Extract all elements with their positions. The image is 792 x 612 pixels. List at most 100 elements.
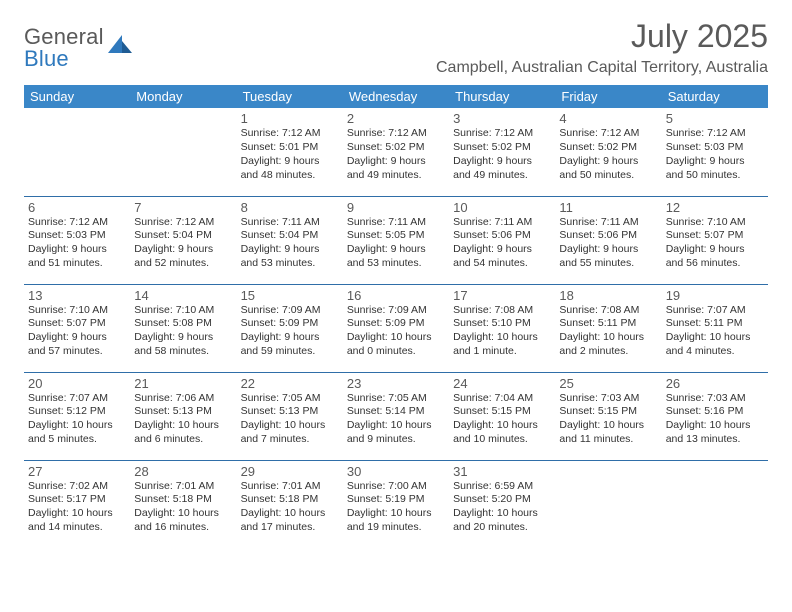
daylight-text-1: Daylight: 10 hours [453, 507, 551, 521]
daylight-text-2: and 2 minutes. [559, 345, 657, 359]
logo-text-block: General Blue [24, 24, 104, 72]
day-details: Sunrise: 7:04 AMSunset: 5:15 PMDaylight:… [453, 392, 551, 447]
daylight-text-2: and 50 minutes. [666, 169, 764, 183]
day-details: Sunrise: 7:12 AMSunset: 5:04 PMDaylight:… [134, 216, 232, 271]
calendar-cell: 2Sunrise: 7:12 AMSunset: 5:02 PMDaylight… [343, 108, 449, 196]
daylight-text-2: and 50 minutes. [559, 169, 657, 183]
daylight-text-1: Daylight: 10 hours [134, 507, 232, 521]
daylight-text-2: and 4 minutes. [666, 345, 764, 359]
sunrise-text: Sunrise: 7:11 AM [347, 216, 445, 230]
calendar-row: 6Sunrise: 7:12 AMSunset: 5:03 PMDaylight… [24, 196, 768, 284]
daylight-text-2: and 11 minutes. [559, 433, 657, 447]
sunset-text: Sunset: 5:13 PM [134, 405, 232, 419]
day-details: Sunrise: 7:10 AMSunset: 5:08 PMDaylight:… [134, 304, 232, 359]
sunset-text: Sunset: 5:09 PM [347, 317, 445, 331]
day-number: 8 [241, 200, 339, 215]
sunrise-text: Sunrise: 7:09 AM [347, 304, 445, 318]
month-title: July 2025 [436, 18, 768, 55]
daylight-text-2: and 51 minutes. [28, 257, 126, 271]
day-details: Sunrise: 7:12 AMSunset: 5:03 PMDaylight:… [666, 127, 764, 182]
day-details: Sunrise: 7:10 AMSunset: 5:07 PMDaylight:… [666, 216, 764, 271]
daylight-text-2: and 1 minute. [453, 345, 551, 359]
day-number: 20 [28, 376, 126, 391]
calendar-body: 1 Sunrise: 7:12 AM Sunset: 5:01 PM Daylight… [24, 108, 768, 548]
daylight-text-1: Daylight: 10 hours [559, 331, 657, 345]
calendar-cell: 21Sunrise: 7:06 AMSunset: 5:13 PMDayligh… [130, 372, 236, 460]
daylight-text-1: Daylight: 9 hours [241, 243, 339, 257]
calendar-cell: 30Sunrise: 7:00 AMSunset: 5:19 PMDayligh… [343, 460, 449, 548]
day-details: Sunrise: 7:11 AMSunset: 5:06 PMDaylight:… [559, 216, 657, 271]
day-number: 4 [559, 111, 657, 126]
day-details: Sunrise: 7:11 AMSunset: 5:05 PMDaylight:… [347, 216, 445, 271]
daylight-text-1: Daylight: 10 hours [241, 507, 339, 521]
daylight-text-2: and 58 minutes. [134, 345, 232, 359]
day-details: Sunrise: 7:12 AMSunset: 5:03 PMDaylight:… [28, 216, 126, 271]
day-number: 1 [241, 111, 339, 126]
sunrise-text: Sunrise: 7:07 AM [666, 304, 764, 318]
sunrise-text: Sunrise: 7:08 AM [559, 304, 657, 318]
day-header: Friday [555, 85, 661, 108]
calendar-cell: 31Sunrise: 6:59 AMSunset: 5:20 PMDayligh… [449, 460, 555, 548]
calendar-cell: 28Sunrise: 7:01 AMSunset: 5:18 PMDayligh… [130, 460, 236, 548]
sunset-text: Sunset: 5:16 PM [666, 405, 764, 419]
calendar-cell: 25Sunrise: 7:03 AMSunset: 5:15 PMDayligh… [555, 372, 661, 460]
daylight-text-2: and 7 minutes. [241, 433, 339, 447]
daylight-text-1: Daylight: 10 hours [666, 419, 764, 433]
calendar-cell-empty [662, 460, 768, 548]
day-details: Sunrise: 7:10 AMSunset: 5:07 PMDaylight:… [28, 304, 126, 359]
day-number: 12 [666, 200, 764, 215]
sunrise-text: Sunrise: 7:12 AM [134, 216, 232, 230]
daylight-text-1: Daylight: 10 hours [559, 419, 657, 433]
day-number: 25 [559, 376, 657, 391]
calendar-cell: 7Sunrise: 7:12 AMSunset: 5:04 PMDaylight… [130, 196, 236, 284]
daylight-text-1: Daylight: 9 hours [453, 155, 551, 169]
calendar-cell: 5Sunrise: 7:12 AMSunset: 5:03 PMDaylight… [662, 108, 768, 196]
sunset-text: Sunset: 5:11 PM [559, 317, 657, 331]
day-details: Sunrise: 7:05 AMSunset: 5:13 PMDaylight:… [241, 392, 339, 447]
day-details: Sunrise: 7:01 AMSunset: 5:18 PMDaylight:… [134, 480, 232, 535]
daylight-text-2: and 10 minutes. [453, 433, 551, 447]
daylight-text-1: Daylight: 9 hours [241, 331, 339, 345]
sunrise-text: Sunrise: 7:12 AM [28, 216, 126, 230]
sunset-text: Sunset: 5:03 PM [28, 229, 126, 243]
day-details: Sunrise: 7:05 AMSunset: 5:14 PMDaylight:… [347, 392, 445, 447]
sunrise-text: Sunrise: 7:00 AM [347, 480, 445, 494]
daylight-text-2: and 14 minutes. [28, 521, 126, 535]
daylight-text-1: Daylight: 10 hours [134, 419, 232, 433]
day-number: 28 [134, 464, 232, 479]
day-details: Sunrise: 7:08 AMSunset: 5:10 PMDaylight:… [453, 304, 551, 359]
calendar-row: 20Sunrise: 7:07 AMSunset: 5:12 PMDayligh… [24, 372, 768, 460]
sunset-text: Sunset: 5:08 PM [134, 317, 232, 331]
sunset-text: Sunset: 5:06 PM [453, 229, 551, 243]
sunrise-text: Sunrise: 7:04 AM [453, 392, 551, 406]
sunrise-text: Sunrise: 7:11 AM [241, 216, 339, 230]
day-header: Wednesday [343, 85, 449, 108]
day-number: 5 [666, 111, 764, 126]
sunrise-text: Sunrise: 7:09 AM [241, 304, 339, 318]
day-details: Sunrise: 7:11 AMSunset: 5:06 PMDaylight:… [453, 216, 551, 271]
sunset-text: Sunset: 5:03 PM [666, 141, 764, 155]
calendar-head: SundayMondayTuesdayWednesdayThursdayFrid… [24, 85, 768, 108]
day-details: Sunrise: 7:02 AMSunset: 5:17 PMDaylight:… [28, 480, 126, 535]
day-number: 2 [347, 111, 445, 126]
daylight-text-1: Daylight: 9 hours [559, 243, 657, 257]
sunrise-text: Sunrise: 7:11 AM [453, 216, 551, 230]
day-number: 7 [134, 200, 232, 215]
daylight-text-1: Daylight: 10 hours [347, 507, 445, 521]
sunset-text: Sunset: 5:15 PM [559, 405, 657, 419]
daylight-text-1: Daylight: 9 hours [559, 155, 657, 169]
sunset-text: Sunset: 5:01 PM [241, 141, 339, 155]
daylight-text-1: Daylight: 9 hours [28, 243, 126, 257]
daylight-text-1: Daylight: 10 hours [28, 419, 126, 433]
day-number: 13 [28, 288, 126, 303]
daylight-text-2: and 57 minutes. [28, 345, 126, 359]
day-details: Sunrise: 7:12 AMSunset: 5:02 PMDaylight:… [559, 127, 657, 182]
calendar-cell: 12Sunrise: 7:10 AMSunset: 5:07 PMDayligh… [662, 196, 768, 284]
sunset-text: Sunset: 5:15 PM [453, 405, 551, 419]
daylight-text-2: and 59 minutes. [241, 345, 339, 359]
sunset-text: Sunset: 5:12 PM [28, 405, 126, 419]
day-header: Saturday [662, 85, 768, 108]
sunset-text: Sunset: 5:18 PM [134, 493, 232, 507]
calendar-cell: 1Sunrise: 7:12 AMSunset: 5:01 PMDaylight… [237, 108, 343, 196]
sunrise-text: Sunrise: 7:12 AM [453, 127, 551, 141]
